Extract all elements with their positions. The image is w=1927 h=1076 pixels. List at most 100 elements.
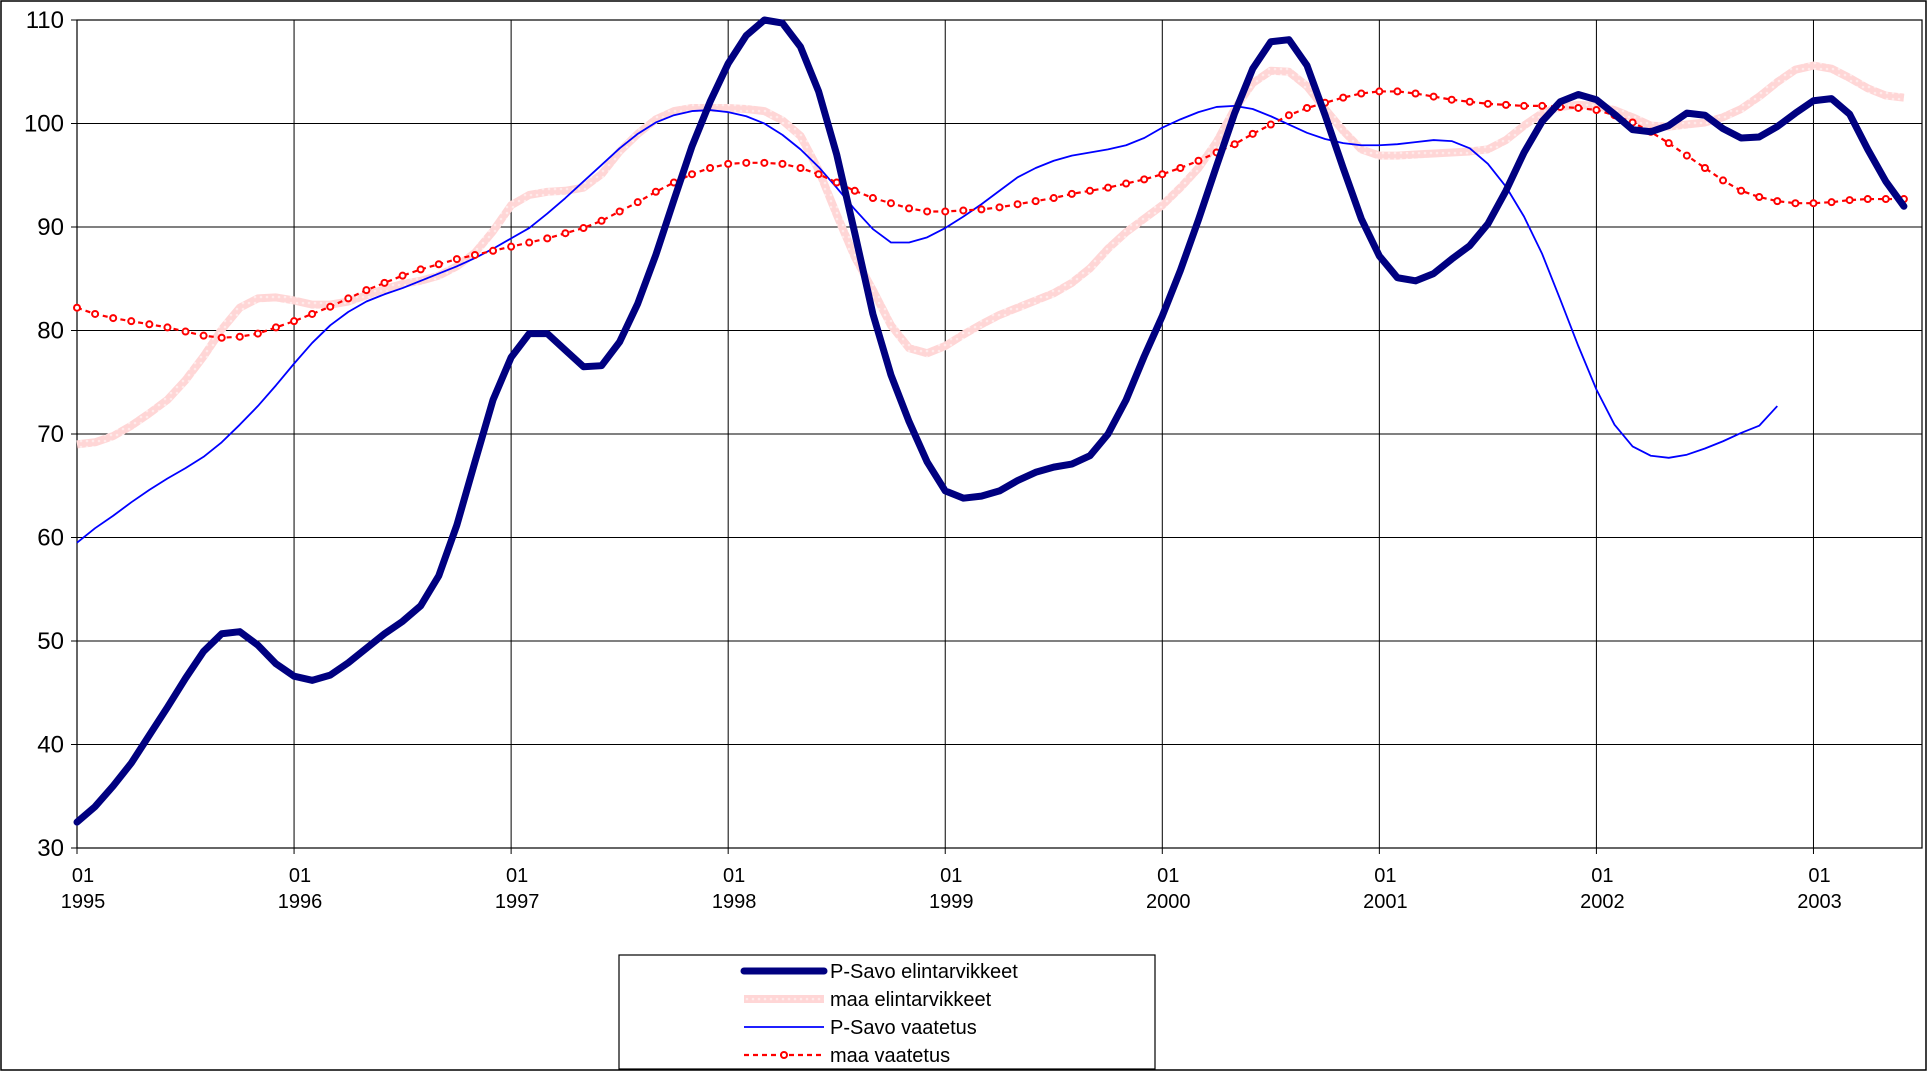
data-point xyxy=(742,158,751,167)
data-point xyxy=(977,205,986,214)
y-tick-label: 90 xyxy=(37,214,64,241)
data-point xyxy=(308,309,317,318)
data-point xyxy=(416,265,425,274)
data-point xyxy=(1682,151,1691,160)
x-tick-month: 01 xyxy=(1591,865,1613,887)
data-point xyxy=(1049,194,1058,203)
legend: P-Savo elintarvikkeet maa elintarvikkeet P… xyxy=(618,954,1156,1070)
y-tick-label: 100 xyxy=(24,111,64,138)
data-point xyxy=(688,170,696,179)
data-point xyxy=(1592,106,1601,115)
data-point xyxy=(1158,170,1167,179)
data-point xyxy=(1122,179,1131,188)
x-tick-year: 2000 xyxy=(1146,891,1191,913)
data-point xyxy=(181,327,190,336)
data-point xyxy=(850,186,859,195)
data-point xyxy=(91,309,100,318)
data-point xyxy=(1230,140,1239,149)
data-point xyxy=(253,329,262,338)
data-point xyxy=(923,207,932,216)
x-tick-year: 2002 xyxy=(1580,891,1625,913)
data-point xyxy=(1013,200,1022,209)
data-point xyxy=(344,294,353,303)
data-point xyxy=(73,303,81,312)
data-point xyxy=(886,199,895,208)
series-0 xyxy=(73,16,1908,826)
data-point xyxy=(199,331,208,340)
data-point xyxy=(941,207,950,216)
data-point xyxy=(380,278,389,287)
data-point xyxy=(398,271,407,280)
data-point xyxy=(1303,103,1311,112)
data-point xyxy=(290,317,299,326)
data-point xyxy=(127,317,136,326)
x-tick-year: 1996 xyxy=(278,891,323,913)
grid xyxy=(76,19,1923,849)
y-tick-label: 70 xyxy=(37,421,64,448)
data-point xyxy=(995,203,1004,212)
series-1 xyxy=(76,61,1905,449)
data-point xyxy=(959,206,968,215)
data-point xyxy=(163,323,172,332)
data-point xyxy=(1737,186,1746,195)
x-tick-month: 01 xyxy=(1374,865,1396,887)
data-point xyxy=(868,194,877,203)
data-point xyxy=(1140,175,1149,184)
data-point xyxy=(1357,89,1366,98)
data-point xyxy=(1719,176,1728,185)
data-point xyxy=(470,250,479,259)
data-point xyxy=(543,234,552,243)
x-tick-month: 01 xyxy=(289,865,311,887)
data-point xyxy=(235,332,244,341)
data-point xyxy=(525,238,534,247)
series-group xyxy=(73,16,1908,826)
x-tick-year: 1998 xyxy=(712,891,757,913)
x-tick-year: 2003 xyxy=(1797,891,1842,913)
data-point xyxy=(1465,97,1474,106)
data-point xyxy=(1284,111,1293,120)
data-point xyxy=(579,224,588,233)
x-tick-month: 01 xyxy=(506,865,528,887)
data-point xyxy=(326,302,335,311)
x-tick-month: 01 xyxy=(72,865,94,887)
data-point xyxy=(217,333,226,342)
data-point xyxy=(832,178,841,187)
legend-box xyxy=(618,954,1156,1070)
x-tick-year: 2001 xyxy=(1363,891,1408,913)
data-point xyxy=(1393,87,1402,96)
legend-label: maa vaatetus xyxy=(830,1045,950,1067)
data-point xyxy=(1845,196,1854,205)
data-point xyxy=(778,159,787,168)
axes: 30 40 50 60 70 80 90 100 110 01 1995 01 1996 01 1997 01… xyxy=(24,7,1842,913)
data-point xyxy=(1266,120,1275,129)
x-tick-month: 01 xyxy=(1808,865,1830,887)
data-point xyxy=(109,314,118,323)
data-point xyxy=(1375,87,1384,96)
data-point xyxy=(362,286,371,295)
data-point xyxy=(651,187,660,196)
legend-marker xyxy=(780,1051,788,1059)
data-point xyxy=(1339,93,1348,102)
data-point xyxy=(1429,92,1438,101)
data-point xyxy=(1664,139,1673,148)
data-point xyxy=(905,204,914,213)
data-point xyxy=(1863,195,1872,204)
series-2 xyxy=(76,105,1778,544)
data-point xyxy=(1538,101,1547,110)
data-point xyxy=(1411,89,1420,98)
data-point xyxy=(760,158,769,167)
legend-label: maa elintarvikkeet xyxy=(830,989,992,1011)
x-tick-year: 1999 xyxy=(929,891,974,913)
y-tick-label: 110 xyxy=(26,7,64,34)
data-point xyxy=(597,216,606,225)
data-point xyxy=(1176,164,1185,173)
data-point xyxy=(1031,197,1040,206)
data-point xyxy=(1194,156,1203,165)
data-point xyxy=(1755,192,1764,201)
legend-label: P-Savo vaatetus xyxy=(830,1017,977,1039)
series-line xyxy=(73,16,1908,826)
data-point xyxy=(271,323,280,332)
y-tick-label: 60 xyxy=(37,525,64,552)
